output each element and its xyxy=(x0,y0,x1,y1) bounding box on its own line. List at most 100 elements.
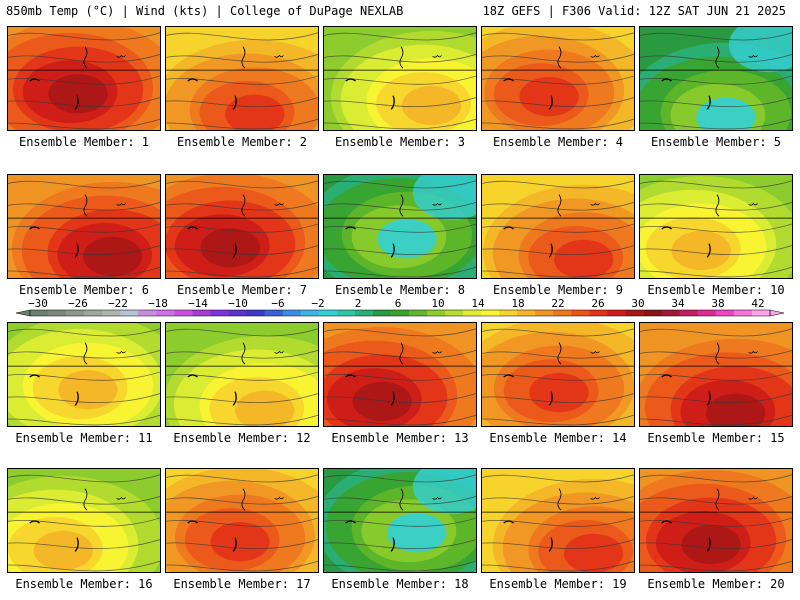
colorbar-swatch xyxy=(138,310,157,316)
ensemble-member-map xyxy=(323,322,477,427)
colorbar-swatch xyxy=(66,310,85,316)
ensemble-member-label: Ensemble Member: 18 xyxy=(331,577,469,591)
ensemble-member-map xyxy=(481,26,635,131)
colorbar-swatch xyxy=(300,310,320,316)
colorbar-swatch xyxy=(463,310,482,316)
colorbar-swatch xyxy=(390,310,410,316)
colorbar-tick-label: 10 xyxy=(431,297,444,310)
colorbar-swatch xyxy=(589,310,608,316)
colorbar-tick-label: 34 xyxy=(671,297,685,310)
colorbar-swatch xyxy=(120,310,139,316)
colorbar-swatch xyxy=(210,310,229,316)
ensemble-member-map xyxy=(481,174,635,279)
ensemble-member-map xyxy=(639,174,793,279)
ensemble-member-label: Ensemble Member: 13 xyxy=(331,431,469,445)
colorbar-swatch xyxy=(445,310,464,316)
colorbar-swatch xyxy=(535,310,554,316)
colorbar-swatch xyxy=(336,310,356,316)
ensemble-member-map xyxy=(639,322,793,427)
colorbar-tick-label: −10 xyxy=(228,297,248,310)
colorbar-tick-label: 2 xyxy=(355,297,362,310)
colorbar-swatch xyxy=(228,310,247,316)
colorbar-swatch xyxy=(30,310,49,316)
ensemble-member-map xyxy=(323,26,477,131)
colorbar-swatch xyxy=(84,310,103,316)
colorbar-swatch xyxy=(481,310,500,316)
colorbar-swatch xyxy=(751,310,771,316)
colorbar-tick-label: 22 xyxy=(551,297,564,310)
colorbar-swatch xyxy=(715,310,735,316)
ensemble-member-map xyxy=(165,468,319,573)
product-title: 850mb Temp (°C) | Wind (kts) | College o… xyxy=(6,4,404,18)
colorbar-swatch xyxy=(697,310,717,316)
colorbar-swatch xyxy=(102,310,121,316)
colorbar-swatch xyxy=(174,310,193,316)
colorbar-swatch xyxy=(264,310,283,316)
colorbar-swatch xyxy=(282,310,302,316)
ensemble-member-label: Ensemble Member: 9 xyxy=(492,283,624,297)
ensemble-member-label: Ensemble Member: 1 xyxy=(18,135,150,149)
colorbar-swatch xyxy=(499,310,518,316)
ensemble-member-map xyxy=(165,26,319,131)
colorbar-swatch xyxy=(409,310,428,316)
colorbar-swatch xyxy=(661,310,681,316)
colorbar-swatch xyxy=(318,310,338,316)
colorbar-tick-label: 26 xyxy=(591,297,604,310)
colorbar-tick-label: 6 xyxy=(395,297,402,310)
colorbar-swatch xyxy=(553,310,572,316)
colorbar-tick-label: −26 xyxy=(68,297,88,310)
colorbar-swatch xyxy=(625,310,644,316)
ensemble-member-map xyxy=(165,174,319,279)
ensemble-member-label: Ensemble Member: 17 xyxy=(173,577,311,591)
colorbar-tick-label: 18 xyxy=(511,297,524,310)
colorbar-tick-label: −6 xyxy=(271,297,284,310)
ensemble-member-map xyxy=(165,322,319,427)
colorbar-tick-label: 14 xyxy=(471,297,485,310)
temperature-colorbar: −30 −26 −22 −18 −14 −10 −6 −2 2 6 10 14 18 22 26 30 34 38… xyxy=(15,297,785,317)
ensemble-member-label: Ensemble Member: 11 xyxy=(15,431,153,445)
ensemble-member-map xyxy=(639,468,793,573)
ensemble-member-map xyxy=(7,322,161,427)
colorbar-swatch xyxy=(733,310,753,316)
colorbar-tick-label: −18 xyxy=(148,297,168,310)
colorbar-tick-label: −22 xyxy=(108,297,128,310)
colorbar-min-arrow xyxy=(15,309,31,317)
ensemble-member-label: Ensemble Member: 8 xyxy=(334,283,466,297)
colorbar-tick-label: 38 xyxy=(711,297,724,310)
colorbar-swatch xyxy=(48,310,67,316)
ensemble-member-label: Ensemble Member: 20 xyxy=(647,577,785,591)
colorbar-tick-label: −2 xyxy=(311,297,324,310)
colorbar-swatch xyxy=(192,310,211,316)
colorbar-swatch xyxy=(427,310,446,316)
ensemble-member-label: Ensemble Member: 12 xyxy=(173,431,311,445)
colorbar-swatch xyxy=(246,310,265,316)
colorbar-tick-label: 30 xyxy=(631,297,644,310)
ensemble-member-map xyxy=(481,322,635,427)
ensemble-member-map xyxy=(323,174,477,279)
ensemble-member-label: Ensemble Member: 14 xyxy=(489,431,627,445)
ensemble-member-label: Ensemble Member: 6 xyxy=(18,283,150,297)
colorbar-max-arrow xyxy=(769,309,785,317)
ensemble-member-label: Ensemble Member: 19 xyxy=(489,577,627,591)
ensemble-member-label: Ensemble Member: 2 xyxy=(176,135,308,149)
ensemble-member-map xyxy=(7,468,161,573)
colorbar-swatch xyxy=(607,310,626,316)
colorbar-swatch xyxy=(571,310,590,316)
colorbar-tick-label: 42 xyxy=(751,297,764,310)
colorbar-tick-label: −14 xyxy=(188,297,208,310)
colorbar-swatch xyxy=(679,310,699,316)
colorbar-swatch xyxy=(517,310,536,316)
ensemble-member-label: Ensemble Member: 4 xyxy=(492,135,624,149)
colorbar-swatch xyxy=(372,310,392,316)
ensemble-member-label: Ensemble Member: 5 xyxy=(650,135,782,149)
ensemble-member-label: Ensemble Member: 10 xyxy=(647,283,785,297)
ensemble-member-map xyxy=(7,174,161,279)
colorbar-swatch xyxy=(156,310,175,316)
ensemble-member-label: Ensemble Member: 16 xyxy=(15,577,153,591)
colorbar-swatch xyxy=(643,310,663,316)
ensemble-member-map xyxy=(481,468,635,573)
colorbar-tick-label: −30 xyxy=(28,297,48,310)
colorbar-swatch xyxy=(354,310,374,316)
ensemble-member-map xyxy=(7,26,161,131)
